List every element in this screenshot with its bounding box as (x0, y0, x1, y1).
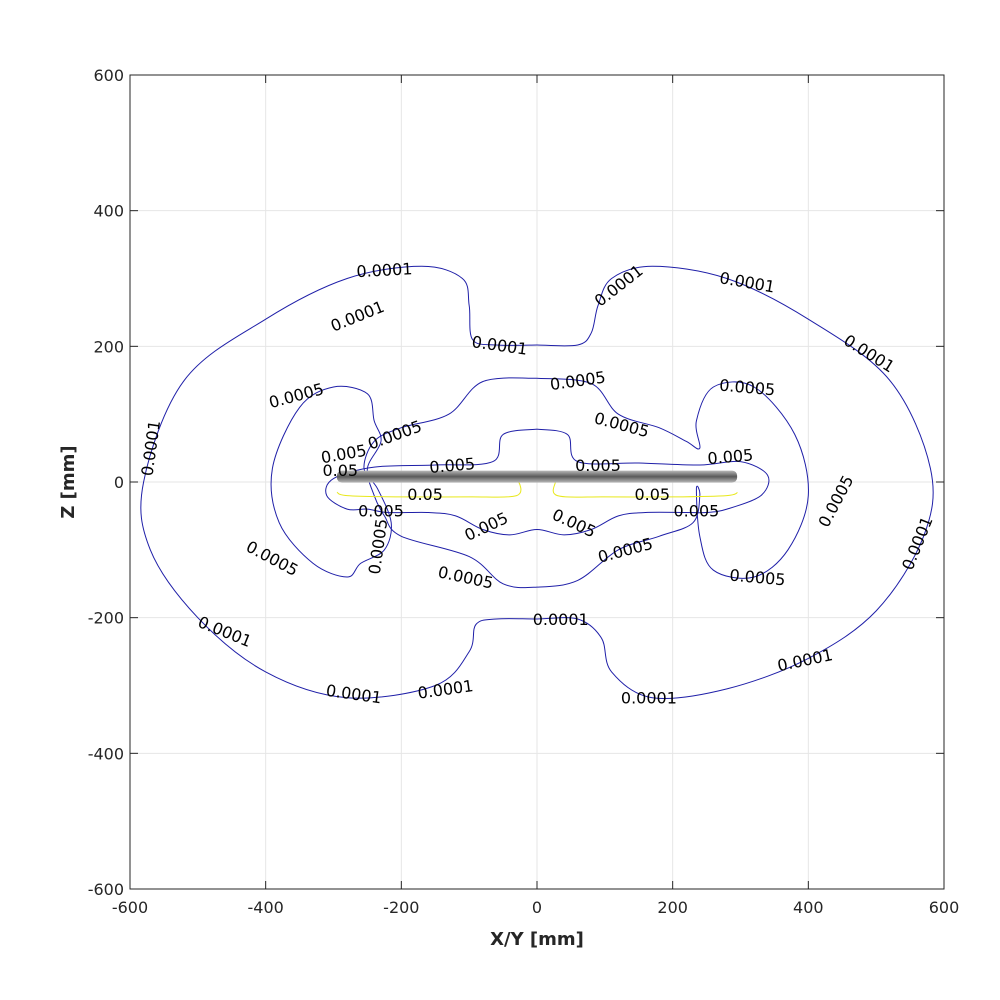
x-tick-label: 200 (657, 898, 688, 917)
contour-label-group: 0.005 (429, 454, 476, 477)
contour-label: 0.005 (575, 456, 621, 475)
contour-line-0.0005 (270, 377, 809, 589)
contour-label: 0.005 (673, 502, 719, 521)
contour-label-group: 0.0001 (356, 259, 413, 281)
contour-label-group: 0.05 (407, 485, 443, 504)
contour-label: 0.005 (707, 445, 754, 468)
contour-line-0.0001 (140, 265, 934, 699)
contour-label-group: 0.0001 (533, 610, 589, 629)
axis-ticks: -600 -400 -200 0 200 400 600 -600 -400 -200 0 200 40… (88, 66, 960, 917)
x-tick-label: -400 (248, 898, 284, 917)
contour-label-group: 0.0001 (621, 689, 677, 708)
contour-label: 0.0005 (729, 566, 786, 590)
conductor-bar (336, 470, 738, 483)
contour-label: 0.0001 (533, 610, 589, 629)
x-tick-label: 0 (532, 898, 542, 917)
x-tick-label: -600 (112, 898, 148, 917)
contour-label: 0.0001 (621, 689, 677, 708)
contour-label-group: 0.05 (322, 461, 358, 480)
contour-label: 0.005 (429, 454, 476, 477)
contour-label: 0.0001 (356, 259, 413, 281)
y-tick-label: -600 (88, 880, 124, 899)
contour-line-0.05-right (552, 481, 738, 498)
y-tick-label: 400 (93, 202, 124, 221)
contour-label: 0.05 (634, 485, 670, 504)
contour-label-group: 0.05 (634, 485, 670, 504)
y-tick-label: 600 (93, 66, 124, 85)
y-tick-label: -400 (88, 744, 124, 763)
contour-lines (140, 265, 934, 699)
contour-label: 0.05 (322, 461, 358, 480)
bar-layer (336, 470, 738, 483)
contour-label-group: 0.0005 (719, 376, 776, 400)
contour-label: 0.005 (358, 502, 404, 521)
y-axis-label: Z [mm] (58, 445, 79, 518)
contour-label-group: 0.005 (673, 502, 719, 521)
x-tick-label: 600 (929, 898, 960, 917)
y-tick-label: 200 (93, 337, 124, 356)
contour-label: 0.05 (407, 485, 443, 504)
contour-label-group: 0.005 (358, 502, 404, 521)
x-tick-label: -200 (383, 898, 419, 917)
contour-label-group: 0.005 (707, 445, 754, 468)
x-axis-label: X/Y [mm] (490, 929, 584, 950)
contour-line-0.005 (325, 428, 770, 536)
contour-label: 0.0005 (719, 376, 776, 400)
y-tick-label: -200 (88, 609, 124, 628)
x-tick-label: 400 (793, 898, 824, 917)
contour-label-group: 0.0005 (729, 566, 786, 590)
contour-label-group: 0.005 (575, 456, 621, 475)
y-tick-label: 0 (114, 473, 124, 492)
